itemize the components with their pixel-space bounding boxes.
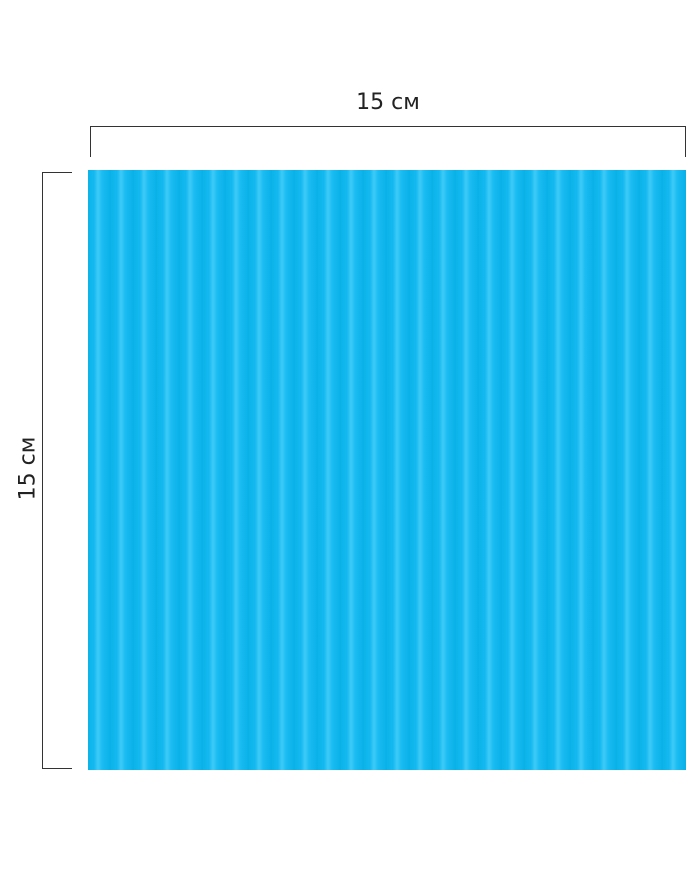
width-label: 15 см [356,90,420,115]
height-label: 15 см [15,436,41,501]
height-dimension-bracket [42,172,72,769]
corrugated-sheet [88,170,686,770]
width-dimension-bracket [90,126,686,157]
